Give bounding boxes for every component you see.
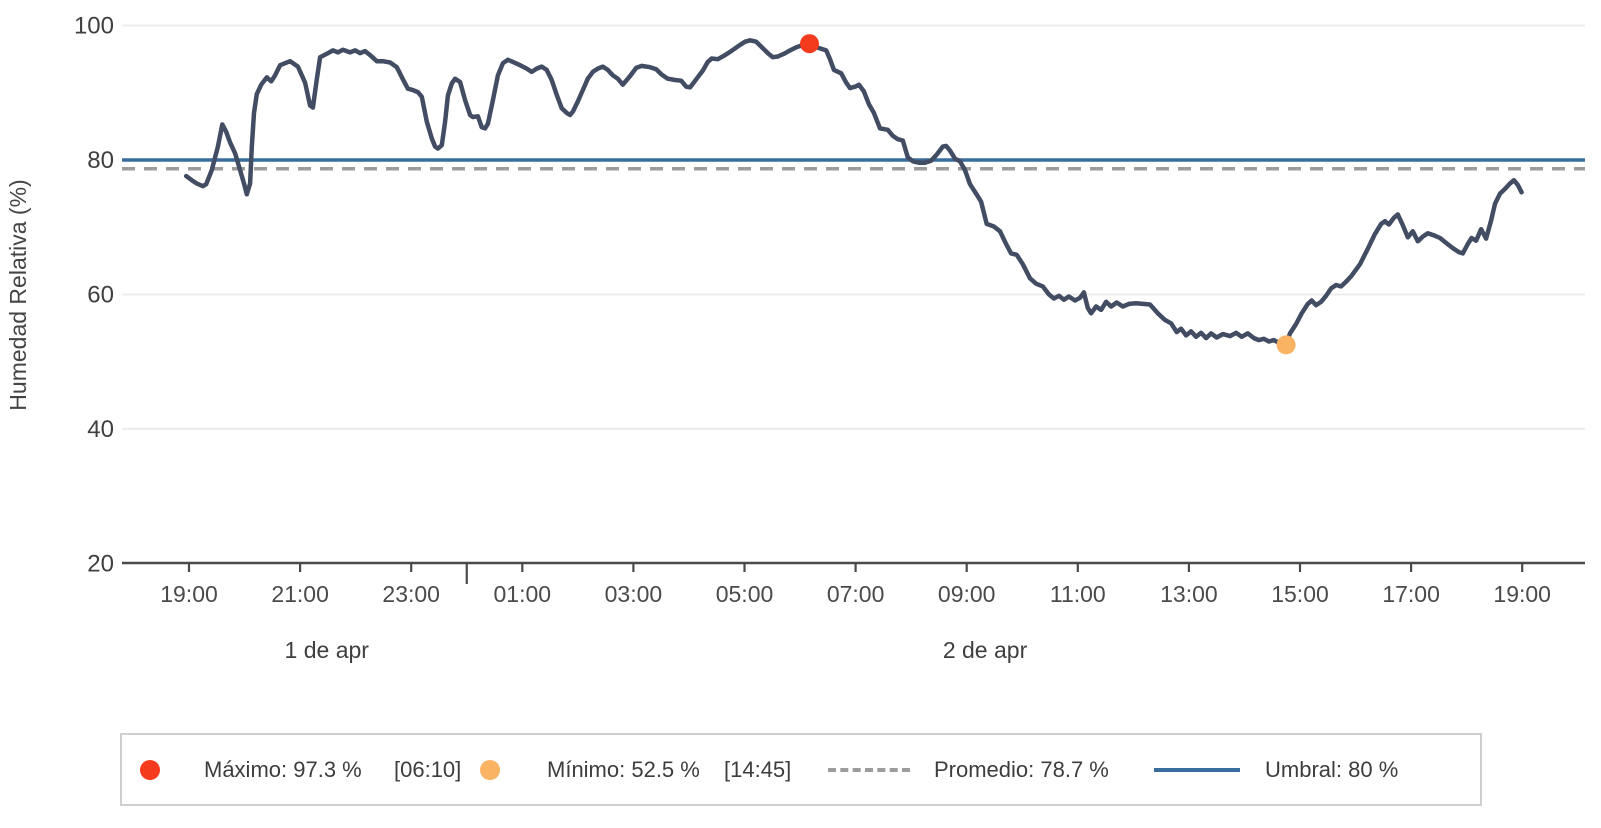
min-point-dot	[1276, 335, 1296, 355]
y-tick-label: 100	[74, 13, 114, 40]
x-tick-label: 01:00	[494, 581, 552, 607]
x-tick-label: 11:00	[1050, 581, 1106, 607]
day-label: 2 de apr	[943, 637, 1028, 663]
legend-min-label: Mínimo: 52.5 %	[547, 756, 700, 782]
y-axis-title: Humedad Relativa (%)	[5, 179, 31, 410]
legend-average-label: Promedio: 78.7 %	[934, 756, 1109, 782]
x-tick-label: 21:00	[271, 581, 329, 607]
x-tick-label: 19:00	[160, 581, 218, 607]
max-point-dot	[799, 34, 819, 54]
x-tick-label: 09:00	[938, 581, 996, 607]
series-line	[183, 38, 1524, 348]
x-tick-label: 07:00	[827, 581, 885, 607]
y-tick-label: 40	[87, 416, 114, 443]
x-tick-label: 13:00	[1160, 581, 1218, 607]
legend-threshold-label: Umbral: 80 %	[1265, 756, 1399, 782]
y-tick-label: 60	[87, 281, 114, 308]
day-label: 1 de apr	[285, 637, 370, 663]
legend-min-time: [14:45]	[724, 756, 792, 782]
x-tick-label: 15:00	[1271, 581, 1329, 607]
x-tick-label: 03:00	[605, 581, 663, 607]
legend: Máximo: 97.3 % [06:10] Mínimo: 52.5 % [1…	[120, 733, 1482, 806]
x-tick-label: 05:00	[716, 581, 774, 607]
legend-min-marker-icon	[480, 759, 500, 780]
x-tick-label: 17:00	[1382, 581, 1440, 607]
legend-max-marker-icon	[140, 759, 160, 780]
x-tick-label: 19:00	[1493, 581, 1551, 607]
legend-threshold-line-icon	[1154, 767, 1240, 772]
x-tick-label: 23:00	[382, 581, 440, 607]
legend-average-line-icon	[828, 767, 910, 772]
y-tick-label: 80	[87, 147, 114, 174]
legend-max-label: Máximo: 97.3 %	[204, 756, 362, 782]
legend-max-time: [06:10]	[394, 756, 462, 782]
y-tick-label: 20	[87, 550, 114, 577]
